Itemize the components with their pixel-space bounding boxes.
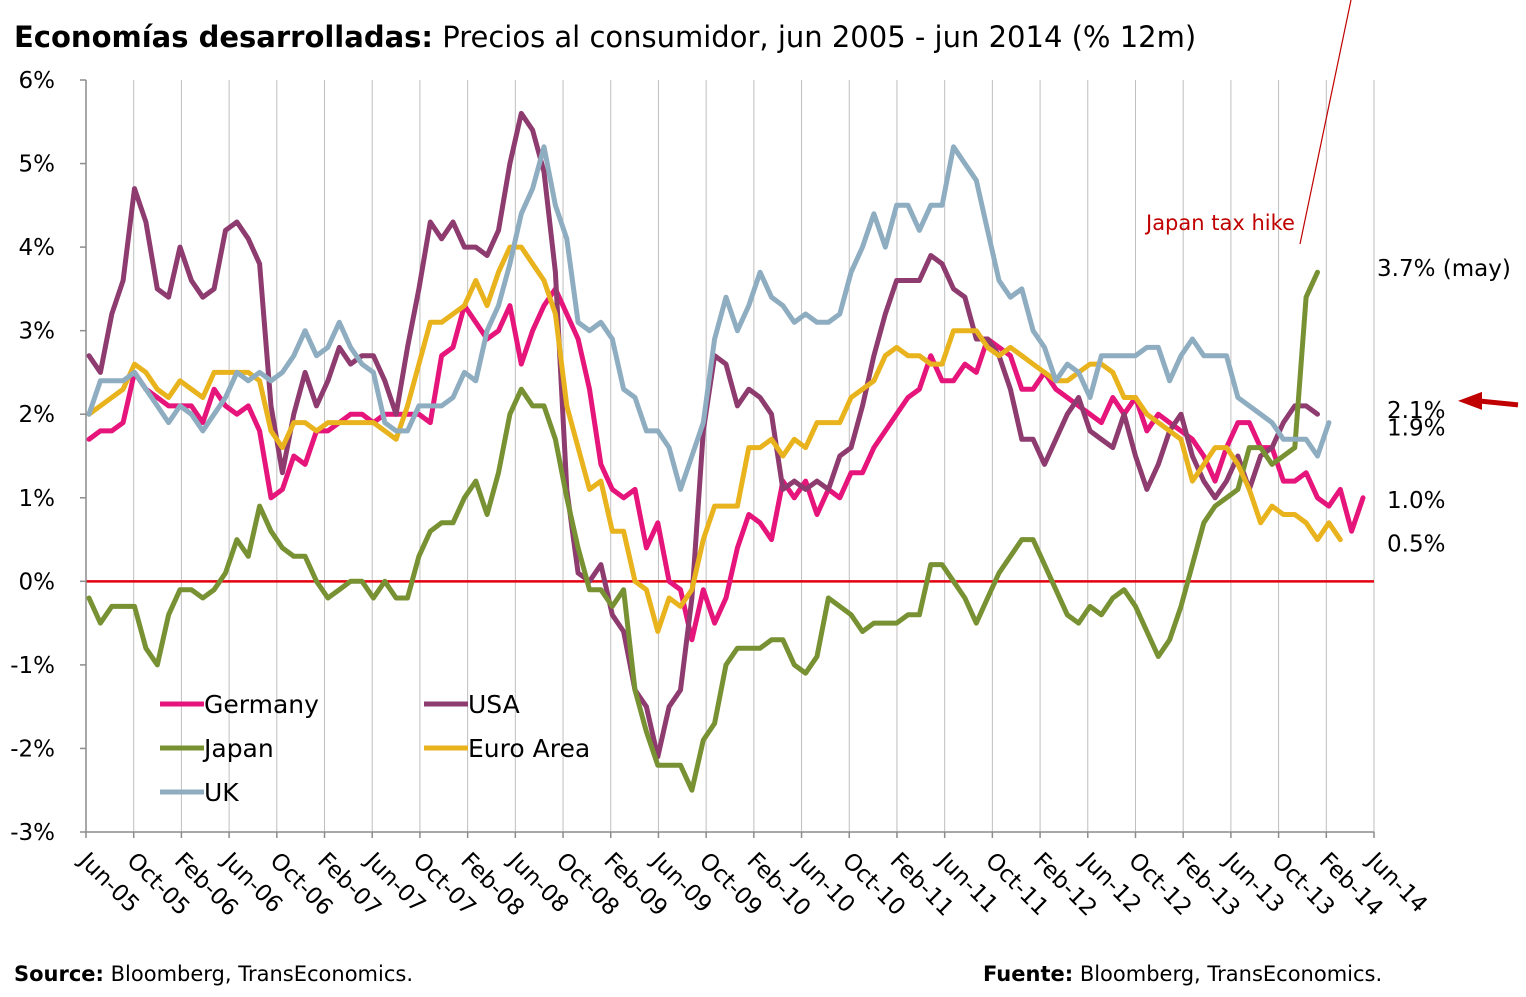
end-label-japan: 3.7% (may) <box>1377 256 1511 282</box>
y-axis: 6% 5% 4% 3% 2% 1% 0% -1% -2% -3% <box>10 68 87 846</box>
x-axis: Jun-05Oct-05Feb-06Jun-06Oct-06Feb-07Jun-… <box>72 831 1432 922</box>
source-right-label: Fuente: <box>983 962 1074 986</box>
y-tick-label: -2% <box>10 736 55 762</box>
source-left: Source: Bloomberg, TransEconomics. <box>14 962 413 986</box>
end-labels: 3.7% (may) 2.1%1.9% 1.0% 0.5% <box>1377 256 1511 557</box>
y-tick-label: 5% <box>19 152 56 178</box>
source-left-text: Bloomberg, TransEconomics. <box>110 962 413 986</box>
series-lines <box>86 110 1366 793</box>
series-line-uk <box>86 144 1332 492</box>
end-label-germany: 1.0% <box>1387 488 1445 514</box>
annotation: Japan tax hike <box>1144 0 1519 410</box>
series-line-euro-area <box>86 244 1343 634</box>
pointer-arrow-line <box>1477 398 1519 408</box>
legend-label: Euro Area <box>468 734 590 763</box>
y-tick-label: 0% <box>19 569 56 595</box>
annotation-arrow-line <box>1299 0 1352 245</box>
y-tick-label: 6% <box>19 68 56 94</box>
end-label-usa: 2.1% <box>1387 398 1445 424</box>
legend-label: Germany <box>204 690 319 719</box>
end-label-euro-area: 0.5% <box>1387 532 1445 558</box>
legend-label: UK <box>204 778 239 807</box>
series-line-germany <box>86 286 1366 643</box>
source-right: Fuente: Bloomberg, TransEconomics. <box>983 962 1382 986</box>
y-tick-label: 1% <box>19 486 56 512</box>
source-left-label: Source: <box>14 962 104 986</box>
y-tick-label: 4% <box>19 235 56 261</box>
title-rest: Precios al consumidor, jun 2005 - jun 20… <box>442 20 1197 54</box>
legend-label: Japan <box>202 734 274 763</box>
y-tick-label: -3% <box>10 820 55 846</box>
legend-label: USA <box>468 690 520 719</box>
title-bold: Economías desarrolladas: <box>14 20 433 54</box>
series-line-japan <box>86 269 1320 793</box>
legend: Germany USA Japan Euro Area UK <box>160 690 590 807</box>
annotation-text: Japan tax hike <box>1144 211 1295 235</box>
series-line-usa <box>86 110 1320 760</box>
source-right-text: Bloomberg, TransEconomics. <box>1079 962 1383 986</box>
pointer-arrow-head <box>1458 391 1482 410</box>
chart-title: Economías desarrolladas: Precios al cons… <box>14 20 1196 54</box>
y-tick-label: 3% <box>19 319 56 345</box>
y-tick-label: 2% <box>19 402 56 428</box>
end-label-uk: 1.9% <box>1387 416 1445 442</box>
y-tick-label: -1% <box>10 653 55 679</box>
